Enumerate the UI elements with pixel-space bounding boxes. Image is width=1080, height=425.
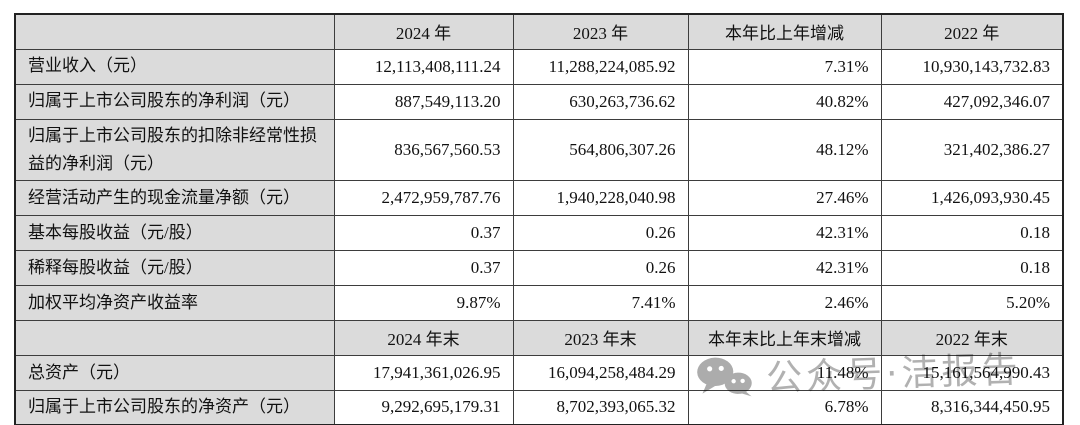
cell-2024: 887,549,113.20 <box>333 83 514 120</box>
table-row-net-profit-deducted: 归属于上市公司股东的扣除非经常性损益的净利润（元） 836,567,560.53… <box>14 118 1064 181</box>
cell-2024: 0.37 <box>333 214 514 251</box>
cell-2024: 836,567,560.53 <box>333 118 514 181</box>
table-row-diluted-eps: 稀释每股收益（元/股） 0.37 0.26 42.31% 0.18 <box>14 249 1064 286</box>
cell-2022: 1,426,093,930.45 <box>880 179 1064 216</box>
table-header-end-of-period: 2024 年末 2023 年末 本年末比上年末增减 2022 年末 <box>14 319 1064 356</box>
cell-2022: 10,930,143,732.83 <box>880 48 1064 85</box>
cell-2023: 564,806,307.26 <box>512 118 689 181</box>
cell-2024: 12,113,408,111.24 <box>333 48 514 85</box>
cell-2024: 0.37 <box>333 249 514 286</box>
row-label: 经营活动产生的现金流量净额（元） <box>14 179 335 216</box>
col-header-2023: 2023 年 <box>512 13 689 50</box>
cell-2024: 17,941,361,026.95 <box>333 354 514 391</box>
col-header-blank <box>14 319 335 356</box>
cell-2023: 8,702,393,065.32 <box>512 389 689 425</box>
cell-2023: 7.41% <box>512 284 689 321</box>
cell-2022: 321,402,386.27 <box>880 118 1064 181</box>
cell-2022: 8,316,344,450.95 <box>880 389 1064 425</box>
col-header-blank <box>14 13 335 50</box>
cell-change: 6.78% <box>687 389 882 425</box>
row-label: 归属于上市公司股东的净利润（元） <box>14 83 335 120</box>
table-row-revenue: 营业收入（元） 12,113,408,111.24 11,288,224,085… <box>14 48 1064 85</box>
cell-2022: 0.18 <box>880 249 1064 286</box>
cell-2023: 11,288,224,085.92 <box>512 48 689 85</box>
col-header-eop-change: 本年末比上年末增减 <box>687 319 882 356</box>
financial-summary-table: 2024 年 2023 年 本年比上年增减 2022 年 营业收入（元） 12,… <box>14 13 1064 425</box>
cell-2023: 16,094,258,484.29 <box>512 354 689 391</box>
row-label: 稀释每股收益（元/股） <box>14 249 335 286</box>
cell-2022: 0.18 <box>880 214 1064 251</box>
table-header-period: 2024 年 2023 年 本年比上年增减 2022 年 <box>14 13 1064 50</box>
cell-change: 48.12% <box>687 118 882 181</box>
table-row-weighted-avg-roe: 加权平均净资产收益率 9.87% 7.41% 2.46% 5.20% <box>14 284 1064 321</box>
cell-2024: 2,472,959,787.76 <box>333 179 514 216</box>
table-row-basic-eps: 基本每股收益（元/股） 0.37 0.26 42.31% 0.18 <box>14 214 1064 251</box>
row-label: 总资产（元） <box>14 354 335 391</box>
col-header-2024-eop: 2024 年末 <box>333 319 514 356</box>
row-label: 加权平均净资产收益率 <box>14 284 335 321</box>
cell-2024: 9.87% <box>333 284 514 321</box>
cell-2022: 15,161,564,990.43 <box>880 354 1064 391</box>
cell-change: 40.82% <box>687 83 882 120</box>
col-header-2023-eop: 2023 年末 <box>512 319 689 356</box>
cell-change: 42.31% <box>687 249 882 286</box>
cell-2022: 5.20% <box>880 284 1064 321</box>
cell-2023: 0.26 <box>512 249 689 286</box>
table-row-net-assets: 归属于上市公司股东的净资产（元） 9,292,695,179.31 8,702,… <box>14 389 1064 425</box>
col-header-2022: 2022 年 <box>880 13 1064 50</box>
col-header-2022-eop: 2022 年末 <box>880 319 1064 356</box>
col-header-2024: 2024 年 <box>333 13 514 50</box>
cell-change: 7.31% <box>687 48 882 85</box>
cell-2024: 9,292,695,179.31 <box>333 389 514 425</box>
table-row-net-profit: 归属于上市公司股东的净利润（元） 887,549,113.20 630,263,… <box>14 83 1064 120</box>
cell-change: 27.46% <box>687 179 882 216</box>
table-row-operating-cash-flow: 经营活动产生的现金流量净额（元） 2,472,959,787.76 1,940,… <box>14 179 1064 216</box>
cell-2023: 0.26 <box>512 214 689 251</box>
col-header-yoy-change: 本年比上年增减 <box>687 13 882 50</box>
row-label: 基本每股收益（元/股） <box>14 214 335 251</box>
cell-2023: 630,263,736.62 <box>512 83 689 120</box>
table-row-total-assets: 总资产（元） 17,941,361,026.95 16,094,258,484.… <box>14 354 1064 391</box>
cell-2022: 427,092,346.07 <box>880 83 1064 120</box>
row-label: 营业收入（元） <box>14 48 335 85</box>
cell-change: 42.31% <box>687 214 882 251</box>
row-label: 归属于上市公司股东的净资产（元） <box>14 389 335 425</box>
cell-change: 11.48% <box>687 354 882 391</box>
cell-change: 2.46% <box>687 284 882 321</box>
row-label: 归属于上市公司股东的扣除非经常性损益的净利润（元） <box>14 118 335 181</box>
cell-2023: 1,940,228,040.98 <box>512 179 689 216</box>
